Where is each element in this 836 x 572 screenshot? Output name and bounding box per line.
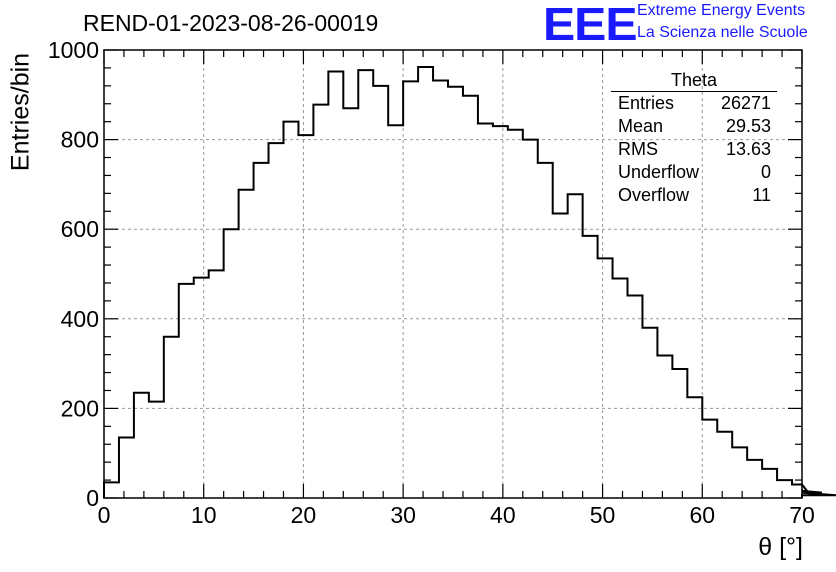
stats-row-underflow: Underflow 0 xyxy=(611,161,777,184)
y-tick-label: 0 xyxy=(86,485,99,511)
stats-title: Theta xyxy=(611,69,777,92)
logo-caption-line1: Extreme Energy Events xyxy=(637,2,806,19)
y-tick-label: 200 xyxy=(61,395,99,421)
plot-title: REND-01-2023-08-26-00019 xyxy=(83,10,379,36)
stats-value: 29.53 xyxy=(725,116,771,136)
tick-labels: 0 10 20 30 40 50 60 70 0 200 400 600 800 1000 xyxy=(48,37,815,528)
stats-label: Entries xyxy=(618,93,675,113)
stats-label: RMS xyxy=(618,139,658,159)
stats-row-mean: Mean 29.53 xyxy=(611,115,777,138)
stats-label: Underflow xyxy=(618,162,700,182)
plot-frame xyxy=(103,49,803,499)
stats-box: Theta Entries 26271 Mean 29.53 RMS 13.63… xyxy=(611,69,777,207)
eee-logo: EEE xyxy=(543,0,638,50)
stats-row-entries: Entries 26271 xyxy=(611,92,777,115)
x-tick-label: 40 xyxy=(490,502,516,528)
stats-value: 11 xyxy=(752,185,771,205)
y-tick-label: 800 xyxy=(61,127,99,153)
y-tick-label: 400 xyxy=(61,306,99,332)
histogram-series xyxy=(103,66,836,498)
logo-caption-line2: La Scienza nelle Scuole xyxy=(637,24,808,41)
stats-label: Mean xyxy=(618,116,664,136)
y-axis-label: Entries/bin xyxy=(6,52,35,172)
stats-value: 13.63 xyxy=(725,139,771,159)
stats-value: 26271 xyxy=(720,93,771,113)
x-tick-label: 10 xyxy=(191,502,217,528)
x-tick-label: 30 xyxy=(390,502,416,528)
x-tick-label: 0 xyxy=(98,502,111,528)
stats-row-rms: RMS 13.63 xyxy=(611,138,777,161)
x-tick-label: 20 xyxy=(291,502,317,528)
x-tick-label: 60 xyxy=(689,502,715,528)
y-tick-label: 1000 xyxy=(48,37,99,63)
x-axis-label: θ [°] xyxy=(758,533,803,561)
stats-value: 0 xyxy=(760,162,771,182)
x-tick-label: 50 xyxy=(590,502,616,528)
x-tick-label: 70 xyxy=(789,502,815,528)
y-tick-label: 600 xyxy=(61,216,99,242)
stats-row-overflow: Overflow 11 xyxy=(611,184,777,207)
stats-label: Overflow xyxy=(618,185,690,205)
grid-lines xyxy=(104,50,802,498)
axis-ticks xyxy=(103,49,803,499)
